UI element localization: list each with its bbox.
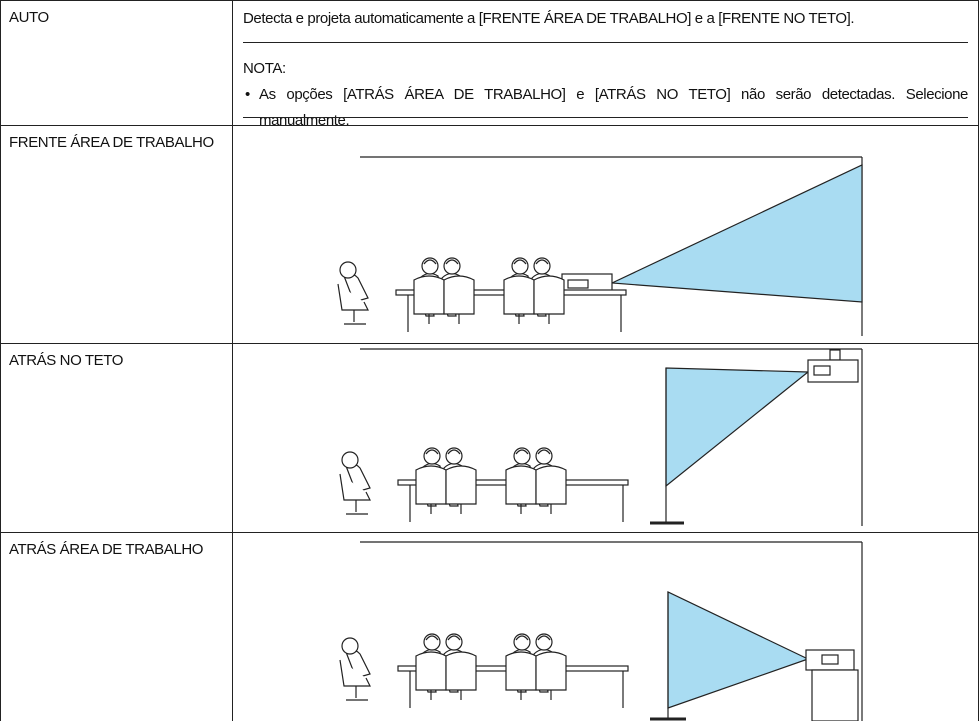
note-item: • As opções [ATRÁS ÁREA DE TRABALHO] e [A… [243,82,968,134]
note-title: NOTA: [243,60,286,77]
front-desktop-art [338,156,863,336]
rear-ceiling-art [340,348,863,526]
rear-desktop-art [340,541,863,721]
note-rule [243,42,968,43]
bullet: • [245,86,250,103]
description: Detecta e projeta automaticamente a [FRE… [243,10,855,27]
note-rule [243,117,968,118]
note-text: As opções [ATRÁS ÁREA DE TRABALHO] e [AT… [259,86,968,129]
